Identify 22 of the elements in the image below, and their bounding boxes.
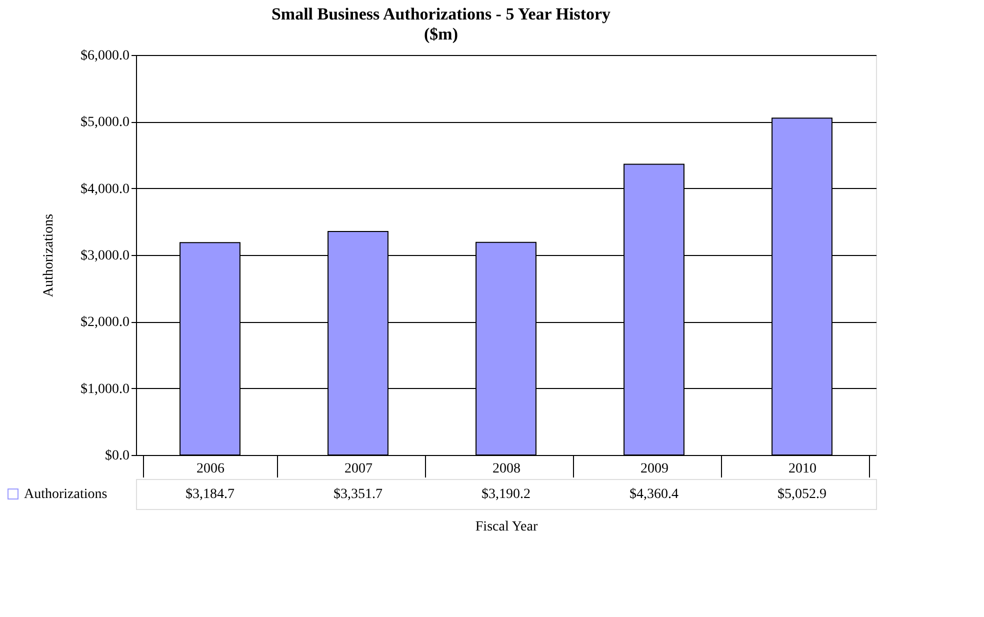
x-tick-label: 2006 xyxy=(196,462,224,476)
chart-subtitle: ($m) xyxy=(424,24,458,44)
data-label: $4,360.4 xyxy=(630,487,678,502)
data-label: $5,052.9 xyxy=(778,487,826,502)
chart-title: Small Business Authorizations - 5 Year History xyxy=(271,4,612,24)
x-tick-label: 2010 xyxy=(788,462,816,476)
x-tick-label: 2009 xyxy=(640,462,668,476)
legend-label: Authorizations xyxy=(24,487,108,502)
x-tick-label: 2007 xyxy=(344,462,372,476)
y-tick-label: $6,000.0 xyxy=(80,48,130,64)
data-label: $3,351.7 xyxy=(334,487,382,502)
y-tick-label: $4,000.0 xyxy=(80,182,130,197)
x-axis-title: Fiscal Year xyxy=(475,520,538,534)
y-tick-label: $3,000.0 xyxy=(80,248,130,264)
y-tick-label: $5,000.0 xyxy=(80,115,130,130)
y-tick-label: $1,000.0 xyxy=(80,382,130,397)
data-label: $3,190.2 xyxy=(482,487,530,502)
y-tick-label: $0.0 xyxy=(105,448,130,464)
x-tick-label: 2008 xyxy=(492,462,520,476)
y-tick-label: $2,000.0 xyxy=(80,315,130,330)
y-axis-title: Authorizations xyxy=(42,214,56,298)
data-label: $3,184.7 xyxy=(186,487,234,502)
